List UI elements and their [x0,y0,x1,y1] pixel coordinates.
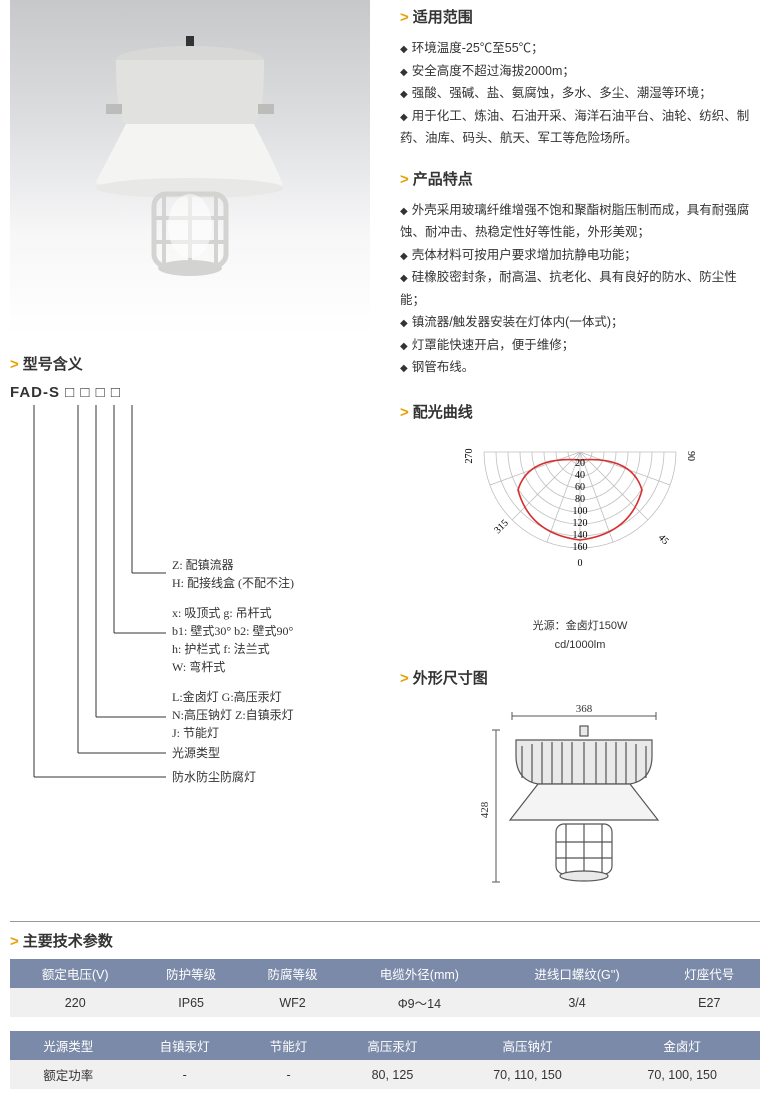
scope-title: >适用范围 [400,6,760,27]
svg-text:40: 40 [575,470,585,481]
dims-drawing: 368 [400,698,760,901]
svg-text:J: 节能灯: J: 节能灯 [172,726,219,740]
svg-text:H: 配接线盒 (不配不注): H: 配接线盒 (不配不注) [172,575,294,590]
svg-text:N:高压钠灯 Z:自镇汞灯: N:高压钠灯 Z:自镇汞灯 [172,707,294,722]
params-title: >主要技术参数 [10,930,760,951]
svg-text:L:金卤灯 G:高压汞灯: L:金卤灯 G:高压汞灯 [172,689,282,704]
dims-title: >外形尺寸图 [400,667,760,688]
svg-text:428: 428 [479,802,491,819]
features-title: >产品特点 [400,168,760,189]
svg-text:100: 100 [573,506,588,517]
svg-text:b1: 壁式30° b2: 壁式90°: b1: 壁式30° b2: 壁式90° [172,623,293,638]
svg-text:20: 20 [575,458,585,469]
svg-text:防水防尘防腐灯: 防水防尘防腐灯 [172,769,256,784]
svg-text:80: 80 [575,494,585,505]
model-meaning-title: >型号含义 [10,353,380,374]
svg-text:140: 140 [573,530,588,541]
svg-text:315: 315 [492,517,510,535]
svg-text:160: 160 [573,542,588,553]
svg-text:Z: 配镇流器: Z: 配镇流器 [172,558,234,572]
svg-text:60: 60 [575,482,585,493]
polar-caption1: 光源：金卤灯150W [400,619,760,634]
svg-text:45: 45 [656,532,671,547]
svg-text:h: 护栏式 f: 法兰式: h: 护栏式 f: 法兰式 [172,641,270,656]
product-photo [10,0,370,335]
svg-text:x: 吸顶式 g: 吊杆式: x: 吸顶式 g: 吊杆式 [172,606,272,620]
model-code: FAD-S □ □ □ □ [10,384,380,401]
polar-caption2: cd/1000lm [400,638,760,653]
svg-text:90: 90 [685,451,696,461]
features-list: 外壳采用玻璃纤维增强不饱和聚酯树脂压制而成，具有耐强腐蚀、耐冲击、热稳定性好等性… [400,199,760,379]
svg-text:368: 368 [576,703,593,715]
params-table-2: 光源类型 自镇汞灯 节能灯 高压汞灯 高压钠灯 金卤灯 额定功率 - - 80,… [10,1031,760,1089]
polar-chart: 20 40 60 80 100 120 140 160 270 315 0 90… [400,432,760,654]
model-diagram: Z: 配镇流器 H: 配接线盒 (不配不注) x: 吸顶式 g: 吊杆式 b1:… [10,405,380,795]
svg-text:W: 弯杆式: W: 弯杆式 [172,659,225,674]
svg-text:120: 120 [573,518,588,529]
svg-text:光源类型: 光源类型 [172,746,220,760]
svg-text:0: 0 [578,558,583,569]
scope-list: 环境温度-25℃至55℃； 安全高度不超过海拔2000m； 强酸、强碱、盐、氨腐… [400,37,760,150]
polar-title: >配光曲线 [400,401,760,422]
params-table-1: 额定电压(V) 防护等级 防腐等级 电缆外径(mm) 进线口螺纹(G'') 灯座… [10,959,760,1017]
svg-text:270: 270 [464,448,475,463]
